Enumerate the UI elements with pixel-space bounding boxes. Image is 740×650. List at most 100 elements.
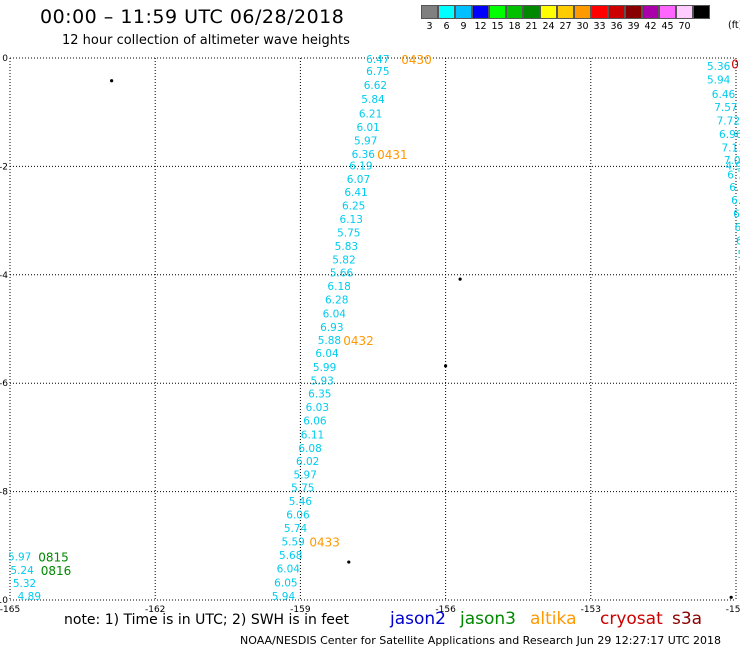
lat-tick-label: -2 <box>0 162 8 172</box>
wave-height-value: 6.01 <box>356 122 379 134</box>
lat-tick-label: 0 <box>2 54 8 64</box>
legend-label: 21 <box>525 21 538 32</box>
legend-label: 15 <box>491 21 504 32</box>
wave-height-value: 5.88 <box>318 335 341 347</box>
color-legend: 3 6 9 12 15 18 21 24 27 30 33 36 39 42 45 70 <box>421 5 731 33</box>
wave-height-value: 6.04 <box>277 564 301 576</box>
legend-swatch <box>693 5 710 19</box>
wave-height-value: 6.04 <box>323 308 347 320</box>
wave-height-value: 6.13 <box>340 214 363 226</box>
island-mark <box>347 560 351 564</box>
wave-height-value: 5.83 <box>335 241 358 253</box>
wave-height-value: 6.08 <box>298 443 321 455</box>
lon-tick-label: -153 <box>581 605 601 615</box>
footer-note: note: 1) Time is in UTC; 2) SWH is in fe… <box>64 612 350 628</box>
legend-labels: 3 6 9 12 15 18 21 24 27 30 33 36 39 42 45 70 <box>421 19 731 33</box>
wave-height-value: 5 <box>737 249 740 261</box>
legend-swatch <box>523 5 540 19</box>
wave-height-value: 6.28 <box>325 295 348 307</box>
lon-tick-label: -162 <box>145 605 165 615</box>
wave-height-value: 5.97 <box>294 469 317 481</box>
wave-height-value: 5.75 <box>337 228 360 240</box>
wave-height-value: 6.07 <box>347 174 370 186</box>
wave-height-value: 6.11 <box>301 430 324 442</box>
wave-height-value: 6 <box>738 263 740 275</box>
page-subtitle: 12 hour collection of altimeter wave hei… <box>62 33 350 48</box>
satellite-name: cryosat <box>600 609 663 629</box>
legend-label: 42 <box>644 21 657 32</box>
wave-height-value: 6.36 <box>352 149 376 161</box>
legend-label: 70 <box>678 21 691 32</box>
time-label: 0431 <box>377 148 408 162</box>
wave-height-value: 6.04 <box>315 348 339 360</box>
wave-height-value: 5.75 <box>291 482 314 494</box>
wave-height-value: 5.36 <box>707 61 731 73</box>
legend-label: 24 <box>542 21 555 32</box>
island-mark <box>729 595 733 599</box>
wave-height-value: 6.2 <box>731 195 740 207</box>
satellite-name: jason3 <box>460 609 516 629</box>
wave-height-value: 5.66 <box>330 268 354 280</box>
lat-tick-label: -4 <box>0 271 8 281</box>
wave-height-value: 4.93 <box>725 160 740 172</box>
legend-label: 6 <box>443 21 450 32</box>
lon-tick-label: -156 <box>435 605 456 615</box>
legend-swatch <box>659 5 676 19</box>
legend-label: 45 <box>661 21 674 32</box>
legend-label: 12 <box>474 21 487 32</box>
time-label: 0 <box>731 57 739 71</box>
legend-unit: (ft) <box>728 20 740 31</box>
wave-height-value: 5.74 <box>284 523 308 535</box>
legend-swatch <box>472 5 489 19</box>
time-label: 0432 <box>343 334 374 348</box>
wave-height-value: 6. <box>735 222 740 234</box>
legend-swatch <box>625 5 642 19</box>
legend-swatch <box>540 5 557 19</box>
wave-height-value: 6.02 <box>296 456 319 468</box>
wave-height-value: 6.75 <box>366 66 389 78</box>
wave-height-value: 6.62 <box>364 80 387 92</box>
legend-swatch <box>455 5 472 19</box>
wave-height-value: 6 <box>736 236 740 248</box>
wave-height-value: 6.18 <box>327 281 350 293</box>
time-label: 0433 <box>309 535 340 549</box>
page-title: 00:00 – 11:59 UTC 06/28/2018 <box>40 6 345 28</box>
legend-swatch <box>421 5 438 19</box>
legend-swatch <box>608 5 625 19</box>
legend-label: 36 <box>610 21 623 32</box>
legend-label: 3 <box>426 21 433 32</box>
lat-tick-label: -8 <box>0 488 8 498</box>
legend-label: 33 <box>593 21 606 32</box>
wave-height-value: 6.46 <box>712 89 736 101</box>
wave-height-value: 5.94 <box>707 75 731 87</box>
wave-height-value: 5.32 <box>13 578 36 590</box>
wave-height-value: 6.21 <box>359 108 382 120</box>
legend-swatch <box>438 5 455 19</box>
legend-label: 27 <box>559 21 572 32</box>
legend-swatch <box>574 5 591 19</box>
wave-height-value: 5.46 <box>289 496 313 508</box>
wave-height-value: 6.41 <box>344 187 367 199</box>
wave-height-value: 5.59 <box>281 536 304 548</box>
footer-credit: NOAA/NESDIS Center for Satellite Applica… <box>240 634 722 647</box>
legend-swatch <box>642 5 659 19</box>
island-mark <box>444 364 448 368</box>
wave-height-value: 5.99 <box>313 362 336 374</box>
wave-height-value: 6.19 <box>349 160 372 172</box>
legend-swatches <box>421 5 731 19</box>
wave-height-value: 5.97 <box>8 552 31 564</box>
legend-swatch <box>506 5 523 19</box>
wave-height-value: 5.93 <box>310 375 333 387</box>
satellite-name: s3a <box>672 609 703 629</box>
legend-label: 9 <box>460 21 467 32</box>
island-mark <box>458 277 462 281</box>
wave-height-value: 7.11 <box>721 142 740 154</box>
wave-height-value: 6. <box>733 209 740 221</box>
wave-height-value: 6.05 <box>274 578 297 590</box>
legend-label: 30 <box>576 21 589 32</box>
legend-label: 39 <box>627 21 640 32</box>
lat-tick-label: -6 <box>0 379 8 389</box>
wave-height-value: 6.7 <box>729 182 740 194</box>
time-label: 0815 <box>38 551 69 565</box>
